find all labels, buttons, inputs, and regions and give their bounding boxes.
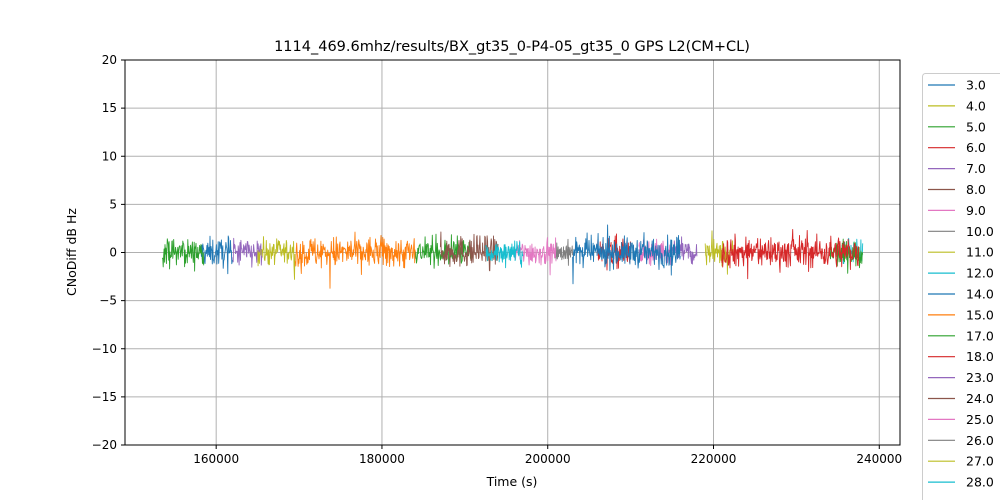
legend-entry-label: 14.0 (966, 287, 994, 302)
chart-title: 1114_469.6mhz/results/BX_gt35_0-P4-05_gt… (274, 39, 750, 55)
y-tick-label: 10 (102, 149, 117, 163)
series-trace-4.0 (257, 236, 296, 280)
legend-entry-label: 15.0 (966, 307, 994, 322)
series-trace-15.0 (294, 231, 416, 289)
series-trace-14.0 (572, 224, 681, 285)
x-tick-label: 220000 (691, 452, 737, 466)
y-tick-label: 5 (109, 197, 117, 211)
series-trace-18.0 (721, 228, 860, 280)
legend-entry-label: 12.0 (966, 266, 994, 281)
legend: 3.0 4.0 5.0 6.0 7.0 8.0 9.0 10.0 11.0 12.0 14.0 15.… (922, 73, 1000, 500)
ticks: 160000 180000 200000 220000 240000 20 15 10 5 0 −5… (92, 53, 903, 466)
legend-entry-label: 26.0 (966, 433, 994, 448)
x-tick-label: 160000 (193, 452, 239, 466)
x-axis-label: Time (s) (486, 474, 538, 489)
legend-entry-label: 8.0 (966, 182, 986, 197)
series-trace-3.0 (199, 235, 234, 275)
legend-entry-label: 18.0 (966, 349, 994, 364)
legend-entry-label: 24.0 (966, 391, 994, 406)
series-layer (161, 224, 864, 289)
legend-entry-label: 5.0 (966, 119, 986, 134)
legend-box (922, 73, 1000, 500)
legend-entry-label: 9.0 (966, 203, 986, 218)
series-trace-9.0 (514, 237, 557, 276)
y-tick-label: 15 (102, 101, 117, 115)
legend-entry-label: 4.0 (966, 98, 986, 113)
series-trace-10.0 (555, 238, 574, 266)
x-tick-label: 180000 (359, 452, 405, 466)
legend-entry-label: 7.0 (966, 161, 986, 176)
legend-entry-label: 11.0 (966, 245, 994, 260)
x-tick-label: 200000 (525, 452, 571, 466)
y-tick-label: 20 (102, 53, 117, 67)
legend-entry-label: 3.0 (966, 78, 986, 93)
y-tick-label: 0 (109, 246, 117, 260)
legend-entry-label: 28.0 (966, 475, 994, 490)
x-tick-label: 240000 (856, 452, 902, 466)
y-tick-label: −10 (92, 342, 117, 356)
legend-entry-label: 10.0 (966, 224, 994, 239)
series-trace-12.0 (485, 240, 524, 269)
series-trace-7.0 (232, 237, 263, 268)
legend-entry-label: 6.0 (966, 140, 986, 155)
y-tick-label: −15 (92, 390, 117, 404)
y-axis-label: CNoDiff dB Hz (64, 208, 79, 296)
legend-entry-label: 27.0 (966, 454, 994, 469)
y-tick-label: −5 (99, 294, 117, 308)
legend-entry-label: 25.0 (966, 412, 994, 427)
legend-entry-label: 17.0 (966, 328, 994, 343)
legend-entry-label: 23.0 (966, 370, 994, 385)
y-tick-label: −20 (92, 438, 117, 452)
series-trace-5.0 (161, 238, 205, 272)
